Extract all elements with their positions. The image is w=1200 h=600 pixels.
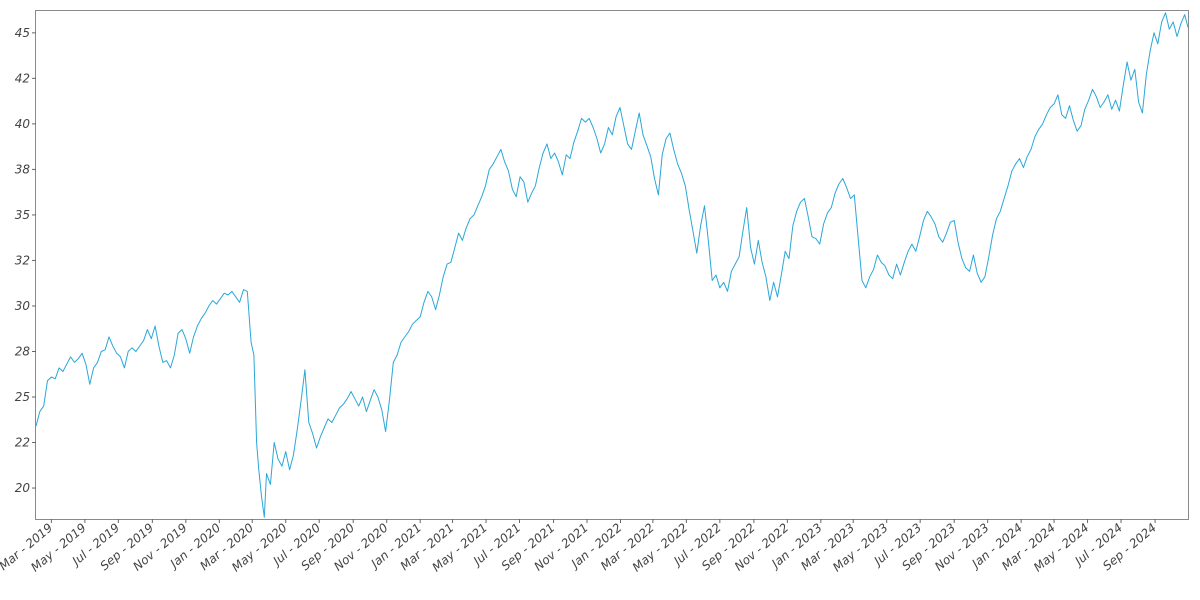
series-line: [35, 12, 1189, 518]
y-tick-label: 42: [15, 71, 30, 85]
y-tick-label: 28: [15, 344, 31, 358]
y-tick-label: 22: [15, 436, 30, 450]
y-tick-label: 35: [15, 208, 30, 222]
y-tick-label: 32: [15, 253, 30, 267]
y-tick-label: 38: [15, 162, 31, 176]
y-tick-label: 30: [15, 299, 31, 313]
y-tick-label: 40: [15, 117, 31, 131]
y-tick-label: 25: [15, 390, 30, 404]
plot-frame: [35, 10, 1189, 520]
y-tick-label: 20: [15, 481, 31, 495]
y-axis: 20 22 25 28 30 32 35 38 40 42 45: [15, 26, 36, 495]
y-tick-label: 45: [15, 26, 30, 40]
